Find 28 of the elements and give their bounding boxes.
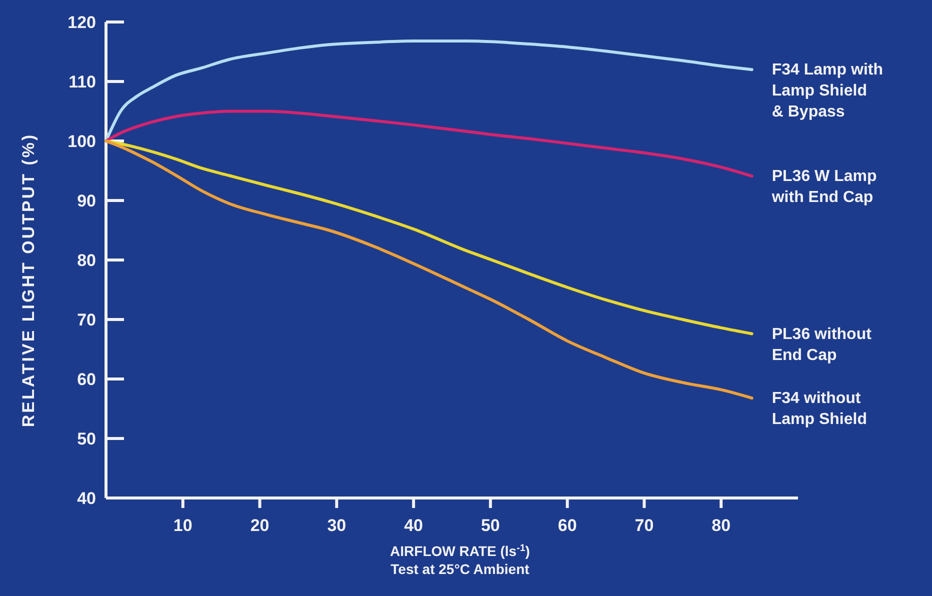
- text: Test at 25°C Ambient: [390, 561, 530, 577]
- x-tick-label: 40: [404, 516, 424, 535]
- y-axis-title: RELATIVE LIGHT OUTPUT (%): [19, 132, 38, 428]
- y-tick-label: 90: [77, 191, 96, 210]
- y-tick-label: 120: [68, 12, 96, 32]
- y-tick-label: 100: [68, 132, 96, 151]
- x-tick-label: 50: [480, 516, 500, 535]
- x-axis-title: AIRFLOW RATE (ls$^{-1}$): [390, 542, 530, 559]
- x-tick-label: 10: [173, 516, 192, 535]
- x-tick-label: 20: [250, 516, 270, 535]
- y-tick-label: 80: [77, 250, 96, 270]
- series-label: F34 without Lamp Shield: [772, 390, 867, 428]
- x-tick-label: 80: [712, 516, 731, 535]
- line-series: [104, 140, 754, 400]
- y-tick-label: 40: [77, 488, 96, 508]
- line-series: [104, 140, 754, 336]
- y-tick-label: 60: [77, 370, 96, 389]
- y-tick-label: 50: [77, 429, 96, 448]
- series-label: F34 Lamp with Lamp Shield & Bypass: [772, 62, 883, 121]
- x-tick-label: 70: [634, 516, 654, 535]
- line-series: [104, 40, 754, 142]
- series-label: PL36 without End Cap: [772, 326, 872, 364]
- x-tick-label: 30: [327, 516, 346, 535]
- y-tick-label: 110: [68, 72, 96, 92]
- x-tick-label: 60: [558, 516, 577, 535]
- series-label: PL36 W Lamp with End Cap: [770, 168, 877, 206]
- y-tick-label: 70: [77, 310, 96, 330]
- line-series: [104, 110, 754, 178]
